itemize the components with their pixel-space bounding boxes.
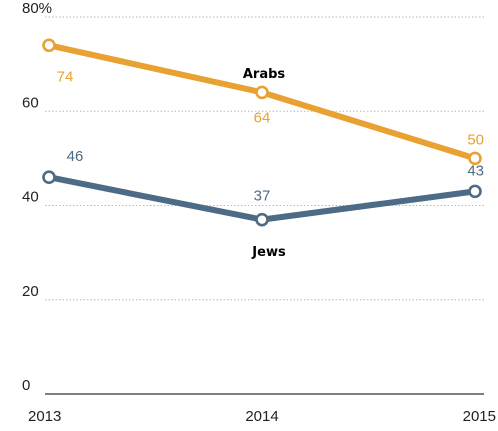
series-name-arabs: Arabs (243, 67, 286, 82)
data-label-arabs: 64 (254, 109, 271, 126)
series-name-jews: Jews (251, 245, 286, 260)
data-label-jews: 46 (67, 148, 84, 165)
data-labels: 74 64 50 46 37 43 Arabs Jews (57, 67, 484, 260)
data-point-jews (42, 170, 56, 185)
data-label-arabs: 74 (57, 68, 74, 85)
y-tick-label: 40 (22, 189, 39, 206)
data-label-jews: 43 (467, 162, 484, 179)
x-tick-label: 2014 (245, 408, 278, 425)
series-line-arabs (46, 42, 478, 162)
y-tick-label: 60 (22, 94, 39, 111)
data-point-arabs (255, 85, 269, 100)
x-tick-label: 2013 (28, 408, 61, 425)
data-label-jews: 37 (254, 188, 271, 205)
data-label-arabs: 50 (467, 131, 484, 148)
y-tick-label: 80% (22, 0, 52, 17)
y-tick-label: 0 (22, 377, 30, 394)
data-point-jews (468, 184, 482, 199)
data-point-jews (255, 212, 269, 227)
data-point-arabs (468, 151, 482, 166)
x-axis-ticks: 2013 2014 2015 (28, 408, 496, 425)
series-lines (42, 38, 482, 227)
gridlines (45, 16, 484, 395)
x-tick-label: 2015 (463, 408, 496, 425)
y-tick-label: 20 (22, 283, 39, 300)
y-axis-ticks: 0 20 40 60 80% (22, 0, 52, 394)
data-point-arabs (42, 38, 56, 53)
